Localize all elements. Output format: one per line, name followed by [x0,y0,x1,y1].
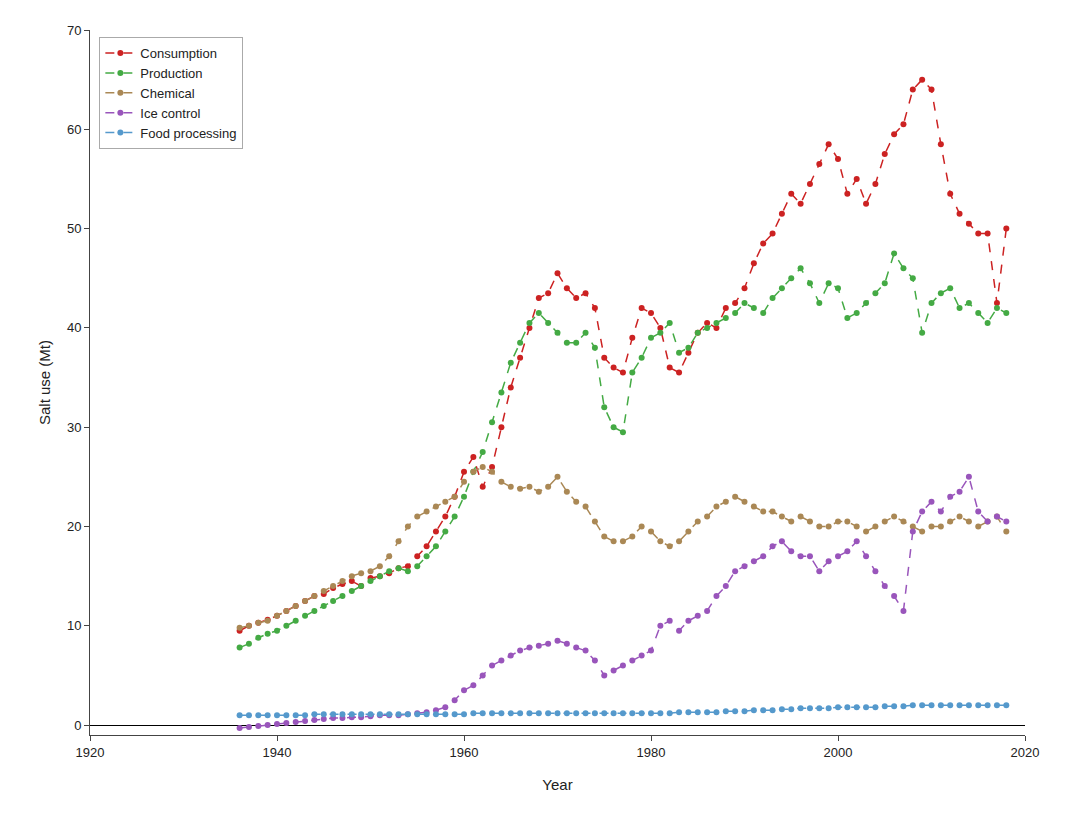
svg-text:2000: 2000 [824,745,853,760]
svg-text:Production: Production [140,66,202,81]
svg-text:Year: Year [542,776,572,793]
svg-text:1920: 1920 [76,745,105,760]
svg-text:70: 70 [67,23,81,38]
svg-text:Chemical: Chemical [140,86,194,101]
svg-text:Consumption: Consumption [140,46,217,61]
svg-text:30: 30 [67,420,81,435]
svg-text:Ice control: Ice control [140,106,200,121]
svg-text:10: 10 [67,618,81,633]
svg-text:Food processing: Food processing [140,126,236,141]
svg-text:40: 40 [67,320,81,335]
svg-text:1980: 1980 [637,745,666,760]
svg-text:2020: 2020 [1011,745,1040,760]
svg-text:Salt use (Mt): Salt use (Mt) [36,340,53,425]
svg-text:1940: 1940 [263,745,292,760]
svg-text:50: 50 [67,221,81,236]
svg-text:20: 20 [67,519,81,534]
svg-text:1960: 1960 [450,745,479,760]
svg-text:60: 60 [67,122,81,137]
svg-text:0: 0 [74,718,81,733]
